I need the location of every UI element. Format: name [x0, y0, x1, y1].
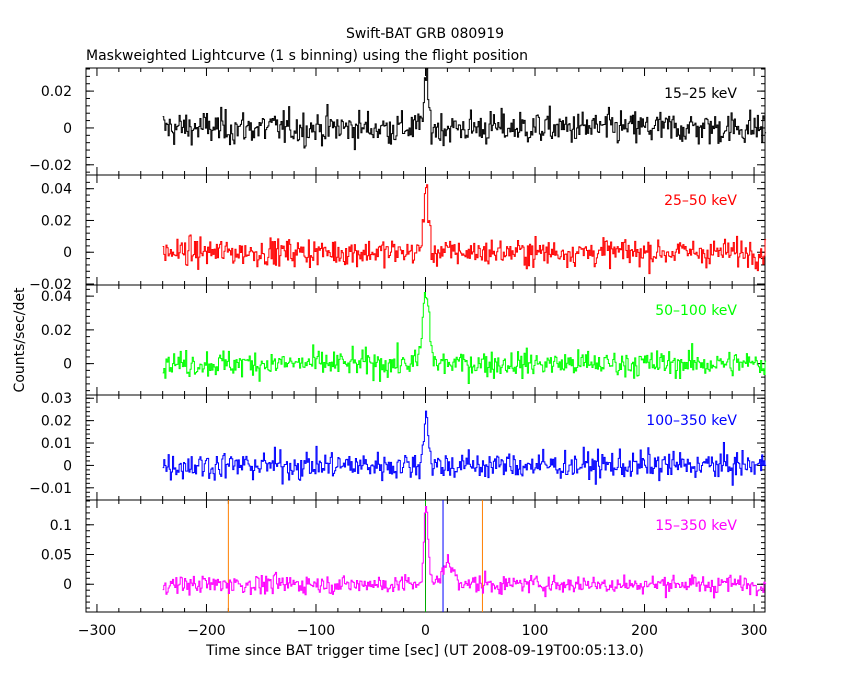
- x-tick-label: 300: [741, 623, 768, 639]
- y-tick-label: 0.04: [41, 289, 72, 305]
- x-tick-label: −200: [187, 623, 225, 639]
- y-tick-label: −0.01: [29, 481, 72, 497]
- x-tick-label: −100: [297, 623, 335, 639]
- chart-subtitle: Maskweighted Lightcurve (1 s binning) us…: [86, 48, 528, 64]
- x-tick-label: 0: [421, 623, 430, 639]
- panel-frame: [85, 284, 766, 396]
- panel-1: −0.02 0 0.02 15–25 keV: [29, 67, 767, 176]
- panel-5: 0 0.05 0.1 15–350 keV: [41, 499, 767, 613]
- y-tick-label: 0.03: [41, 391, 72, 407]
- x-tick-label: 100: [522, 623, 549, 639]
- x-tick-label: −300: [78, 623, 116, 639]
- panel-label: 50–100 keV: [655, 303, 737, 319]
- panel-label: 100–350 keV: [646, 413, 737, 429]
- y-tick-label: 0.02: [41, 213, 72, 229]
- y-tick-label: 0.1: [50, 518, 72, 534]
- y-tick-label: 0: [63, 245, 72, 261]
- panel-label: 25–50 keV: [664, 193, 737, 209]
- y-tick-label: 0.02: [41, 323, 72, 339]
- y-tick-label: 0.05: [41, 548, 72, 564]
- x-axis-label: Time since BAT trigger time [sec] (UT 20…: [205, 643, 644, 659]
- chart-title: Swift-BAT GRB 080919: [346, 26, 504, 42]
- y-axis-label: Counts/sec/det: [12, 287, 28, 392]
- series-line: [162, 68, 767, 151]
- y-tick-label: 0.04: [41, 182, 72, 198]
- x-tick-label: 200: [631, 623, 658, 639]
- y-tick-label: −0.02: [29, 277, 72, 293]
- panel-2: −0.02 0 0.02 0.04 25–50 keV: [29, 174, 767, 293]
- x-tick-labels: −300 −200 −100 0 100 200 300: [78, 623, 768, 639]
- panel-label: 15–350 keV: [655, 518, 737, 534]
- y-tick-label: 0.01: [41, 436, 72, 452]
- series-line: [162, 410, 767, 486]
- y-tick-label: 0.02: [41, 414, 72, 430]
- y-tick-label: 0: [63, 121, 72, 137]
- series-line: [162, 291, 767, 384]
- panel-4: −0.01 0 0.01 0.02 0.03 100–350 keV: [29, 391, 767, 501]
- series-line: [162, 184, 767, 275]
- series-line: [162, 506, 767, 599]
- panels-group: −0.02 0 0.02 15–25 keV −0.02 0 0.02 0.04 25–50 k…: [29, 67, 767, 613]
- y-tick-label: −0.02: [29, 158, 72, 174]
- y-tick-label: 0: [63, 458, 72, 474]
- y-tick-label: 0: [63, 357, 72, 373]
- panel-3: 0 0.02 0.04 50–100 keV: [41, 284, 767, 396]
- panel-label: 15–25 keV: [664, 86, 737, 102]
- y-tick-label: 0.02: [41, 84, 72, 100]
- y-tick-label: 0: [63, 577, 72, 593]
